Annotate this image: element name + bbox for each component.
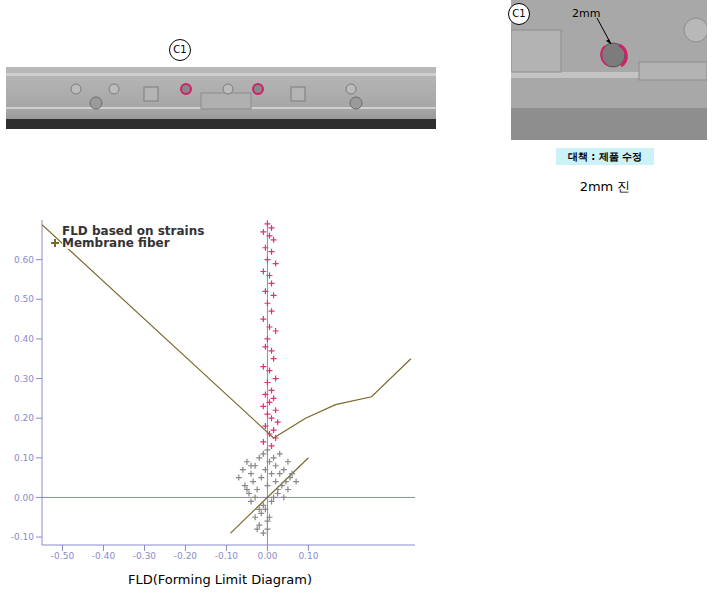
svg-text:-0.40: -0.40: [92, 551, 116, 561]
svg-text:0.50: 0.50: [14, 294, 34, 304]
svg-text:0.10: 0.10: [298, 551, 318, 561]
html-text:C1: C1: [173, 44, 187, 55]
html-text:FLD(Forming Limit Diagram): FLD(Forming Limit Diagram): [128, 572, 312, 587]
svg-text:0.10: 0.10: [14, 453, 34, 463]
svg-text:-0.50: -0.50: [51, 551, 75, 561]
svg-text:0.60: 0.60: [14, 255, 34, 265]
svg-text:-0.10: -0.10: [215, 551, 239, 561]
html-text:대책 : 제품 수정: 대책 : 제품 수정: [567, 151, 643, 162]
html-text:C1: C1: [512, 8, 526, 19]
svg-text:-0.20: -0.20: [174, 551, 198, 561]
html-text:FLD based on strains: FLD based on strains: [62, 224, 205, 238]
svg-text:0.20: 0.20: [14, 413, 34, 423]
svg-text:-0.30: -0.30: [133, 551, 157, 561]
html-text:2mm 진: 2mm 진: [579, 179, 631, 194]
html-text:2mm: 2mm: [572, 7, 601, 20]
html-text:Membrane fiber: Membrane fiber: [62, 236, 170, 250]
svg-text:0.40: 0.40: [14, 334, 34, 344]
svg-text:-0.10: -0.10: [11, 532, 35, 542]
svg-text:0.30: 0.30: [14, 374, 34, 384]
svg-text:0.00: 0.00: [14, 493, 34, 503]
svg-text:0.00: 0.00: [257, 551, 277, 561]
